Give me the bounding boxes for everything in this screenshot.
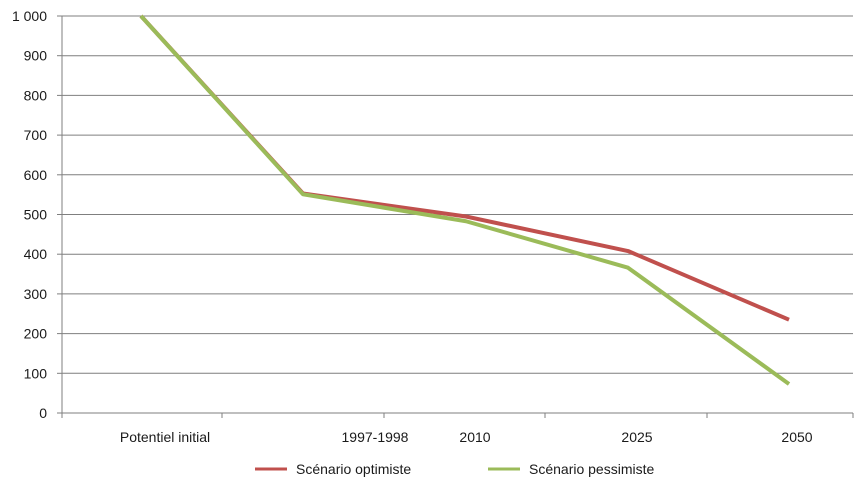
- y-tick-label: 800: [24, 87, 48, 103]
- series-lines: [139, 14, 791, 386]
- y-tick-label: 400: [24, 246, 48, 262]
- y-tick-label: 300: [24, 286, 48, 302]
- series-line: [139, 14, 791, 386]
- legend-label: Scénario pessimiste: [529, 461, 654, 477]
- x-tick-label: 1997-1998: [342, 429, 409, 445]
- x-tick-label: Potentiel initial: [120, 429, 210, 445]
- axes: [57, 15, 854, 418]
- legend-label: Scénario optimiste: [296, 461, 411, 477]
- y-axis-tick-labels: 0 100 200 300 400 500 600 700 800 900 1 000: [12, 8, 47, 421]
- y-tick-label: 200: [24, 326, 48, 342]
- gridlines: [62, 15, 853, 374]
- series-line: [139, 14, 790, 322]
- y-tick-label: 700: [24, 127, 48, 143]
- x-tick-label: 2050: [781, 429, 812, 445]
- x-tick-label: 2010: [459, 429, 490, 445]
- y-tick-label: 500: [24, 207, 48, 223]
- y-tick-label: 1 000: [12, 8, 47, 24]
- y-tick-label: 600: [24, 167, 48, 183]
- legend: Scénario optimiste Scénario pessimiste: [255, 461, 654, 477]
- x-tick-label: 2025: [621, 429, 652, 445]
- y-tick-label: 0: [39, 405, 47, 421]
- y-tick-label: 900: [24, 48, 48, 64]
- y-tick-label: 100: [24, 365, 48, 381]
- x-axis-tick-labels: Potentiel initial 1997-1998 2010 2025 2050: [120, 429, 813, 445]
